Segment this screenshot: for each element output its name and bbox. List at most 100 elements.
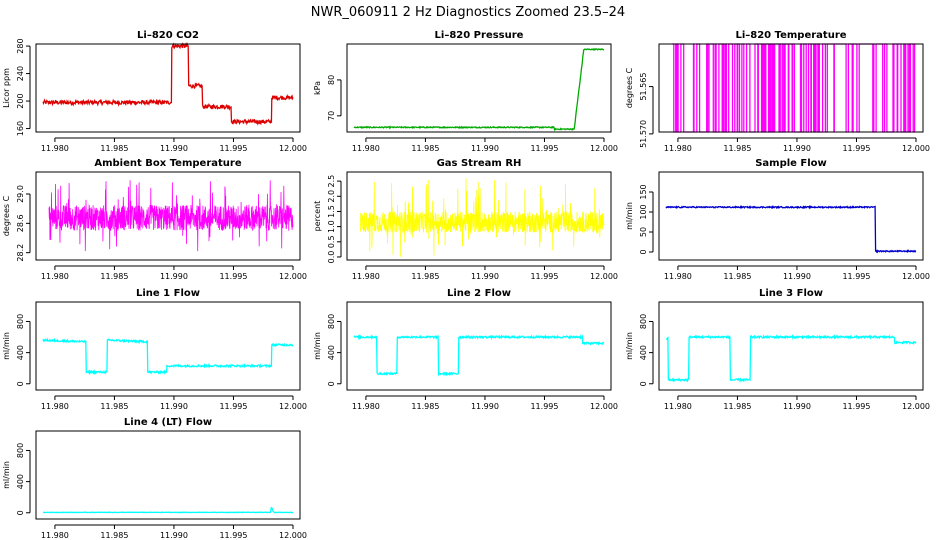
panel-8-y-tick-label: 400 [327, 345, 336, 360]
panel-8-x-tick-label: 11.995 [530, 402, 558, 411]
panel-6-series-line [665, 204, 917, 254]
panel-10-y-tick-label: 400 [16, 474, 25, 489]
panel-3-x-tick-label: 12.000 [902, 144, 930, 153]
panel-4-y-tick-label: 29.0 [16, 185, 25, 203]
panel-10-x-tick-label: 12.000 [279, 531, 307, 540]
panel-8-frame [346, 301, 612, 391]
panel-5-y-tick-label: 0.0 [327, 251, 336, 264]
panel-10: Line 4 (LT) Flow ml/min 11.980 11.985 11.990… [2, 417, 307, 540]
panel-4-series-line [48, 180, 294, 252]
panel-7-x-tick-label: 12.000 [279, 402, 307, 411]
panel-5-frame [346, 171, 612, 261]
panel-6-x-tick-label: 11.990 [783, 272, 811, 281]
panel-7-series-line [42, 337, 294, 376]
panel-1-y-tick-label: 160 [16, 121, 25, 136]
panel-5-x-tick-label: 11.995 [530, 272, 558, 281]
panel-10-x-tick-label: 11.990 [160, 531, 188, 540]
panel-2-x-tick-label: 11.995 [530, 144, 558, 153]
panel-2-ylabel: kPa [313, 81, 322, 95]
panel-3-x-tick-label: 11.990 [783, 144, 811, 153]
panel-6-y-tick-label: 0 [639, 249, 648, 254]
panel-5-y-tick-label: 1.5 [327, 205, 336, 218]
panel-9-x-tick-label: 11.990 [783, 402, 811, 411]
panel-10-frame [35, 430, 301, 520]
panel-8-x-tick-label: 11.980 [352, 402, 380, 411]
panel-10-x-tick-label: 11.995 [219, 531, 247, 540]
panel-10-x-tick-label: 11.985 [100, 531, 128, 540]
panel-6-y-tick-label: 50 [639, 227, 648, 237]
panel-5-x-tick-label: 11.985 [411, 272, 439, 281]
panel-3-x-tick-label: 11.980 [664, 144, 692, 153]
panel-1-y-tick-label: 200 [16, 93, 25, 108]
panel-5: Gas Stream RH percent 11.980 11.985 11.990 11… [313, 158, 618, 281]
panel-6: Sample Flow ml/min 11.980 11.985 11.990 11.99… [625, 158, 930, 281]
panel-10-series-line [43, 506, 294, 514]
panel-9-x-tick-label: 12.000 [902, 402, 930, 411]
panel-9-frame [658, 301, 924, 391]
panel-4-y-tick-label: 28.2 [16, 244, 25, 262]
panel-4-frame [35, 171, 301, 261]
panel-9-x-tick-label: 11.985 [723, 402, 751, 411]
panel-10-title: Line 4 (LT) Flow [124, 417, 212, 428]
panel-6-title: Sample Flow [755, 158, 827, 169]
panel-6-ylabel: ml/min [625, 202, 634, 230]
panel-5-y-tick-label: 2.0 [327, 190, 336, 203]
panel-7-y-tick-label: 400 [16, 345, 25, 360]
panel-6-frame [658, 171, 924, 261]
panel-6-x-tick-label: 11.980 [664, 272, 692, 281]
panel-6-x-tick-label: 11.995 [842, 272, 870, 281]
panel-7-x-tick-label: 11.995 [219, 402, 247, 411]
panel-4-x-tick-label: 11.980 [41, 272, 69, 281]
panel-7-y-tick-label: 0 [16, 381, 25, 386]
panel-7-y-tick-label: 800 [16, 314, 25, 329]
panel-6-x-tick-label: 11.985 [723, 272, 751, 281]
panel-9-y-tick-label: 0 [639, 381, 648, 386]
panel-10-y-tick-label: 800 [16, 443, 25, 458]
panel-5-x-tick-label: 11.980 [352, 272, 380, 281]
panel-4-x-tick-label: 11.990 [160, 272, 188, 281]
panel-6-y-tick-label: 100 [639, 204, 648, 219]
figure-title: NWR_060911 2 Hz Diagnostics Zoomed 23.5–… [311, 5, 625, 20]
panel-3-ylabel: degrees C [625, 67, 634, 108]
panel-8-y-tick-label: 800 [327, 314, 336, 329]
panel-4-x-tick-label: 11.985 [100, 272, 128, 281]
panel-1-x-tick-label: 11.985 [100, 144, 128, 153]
panel-2-x-tick-label: 11.980 [352, 144, 380, 153]
panel-9-title: Line 3 Flow [759, 288, 823, 299]
panel-4-x-tick-label: 12.000 [279, 272, 307, 281]
panel-5-x-tick-label: 11.990 [471, 272, 499, 281]
panel-5-series-line [359, 178, 605, 257]
panel-8-y-tick-label: 0 [327, 381, 336, 386]
panel-1-y-tick-label: 240 [16, 66, 25, 81]
panel-3: Li–820 Temperature degrees C 11.980 11.985 1… [625, 30, 930, 153]
panel-4: Ambient Box Temperature degrees C 11.980 11… [2, 158, 307, 281]
panel-4-title: Ambient Box Temperature [94, 158, 241, 169]
panel-3-x-tick-label: 11.985 [723, 144, 751, 153]
panel-9: Line 3 Flow ml/min 11.980 11.985 11.990 11.99… [625, 288, 930, 411]
panel-9-x-tick-label: 11.980 [664, 402, 692, 411]
panel-8: Line 2 Flow ml/min 11.980 11.985 11.990 11.99… [313, 288, 618, 411]
panel-1-x-tick-label: 11.980 [41, 144, 69, 153]
panel-7-title: Line 1 Flow [136, 288, 200, 299]
panel-3-y-tick-label: 51.570 [639, 120, 648, 148]
panel-6-y-tick-label: 150 [639, 184, 648, 199]
panel-1-y-tick-label: 280 [16, 38, 25, 53]
panel-3-x-tick-label: 11.995 [842, 144, 870, 153]
panel-3-frame [658, 43, 924, 133]
panel-9-series-line [666, 333, 917, 383]
panel-3-y-tick-label: 51.565 [639, 73, 648, 101]
panel-3-title: Li–820 Temperature [735, 30, 846, 41]
panel-9-y-tick-label: 800 [639, 314, 648, 329]
panel-8-x-tick-label: 11.990 [471, 402, 499, 411]
panel-2-y-tick-label: 70 [327, 111, 336, 121]
panel-8-series-line [353, 333, 605, 377]
panel-2-x-tick-label: 11.990 [471, 144, 499, 153]
panel-7-ylabel: ml/min [2, 332, 11, 360]
panel-10-y-tick-label: 0 [16, 510, 25, 515]
panel-9-ylabel: ml/min [625, 332, 634, 360]
panel-5-y-tick-label: 0.5 [327, 235, 336, 248]
panel-5-y-tick-label: 1.0 [327, 220, 336, 233]
panel-1-series-line [42, 41, 294, 126]
panel-5-title: Gas Stream RH [437, 158, 522, 169]
